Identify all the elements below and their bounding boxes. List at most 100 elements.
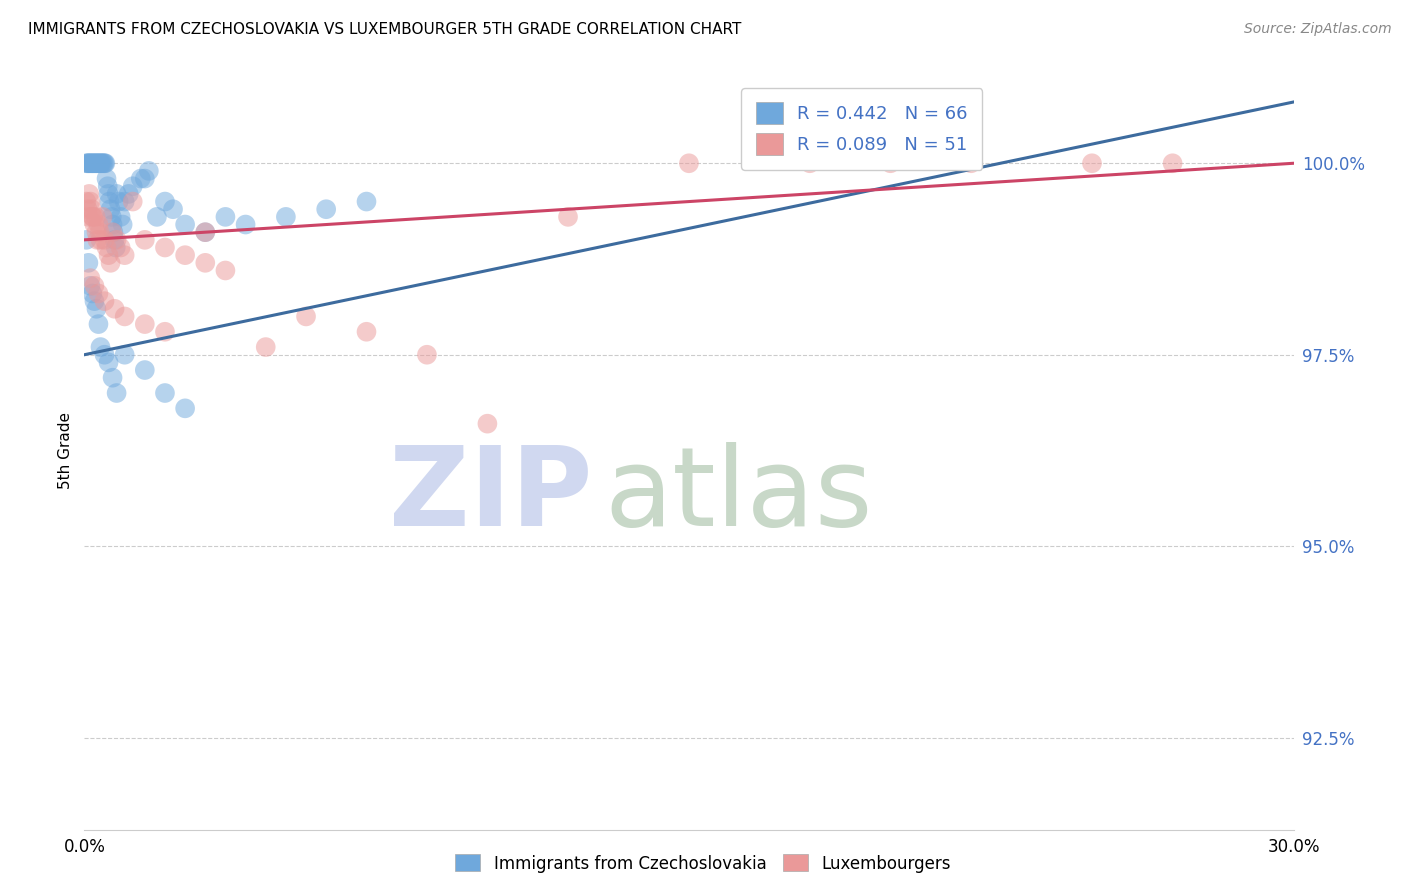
Point [194, 225, 217, 239]
Point [87, 218, 110, 232]
Point [107, 194, 129, 209]
Point [114, 248, 136, 262]
Point [194, 225, 217, 239]
Point [105, 386, 128, 401]
Legend: Immigrants from Czechoslovakia, Luxembourgers: Immigrants from Czechoslovakia, Luxembou… [449, 847, 957, 880]
Point [89, 156, 111, 170]
Point [110, 210, 132, 224]
Point [93, 156, 115, 170]
Point [104, 233, 127, 247]
Point [79, 156, 101, 170]
Point [274, 210, 297, 224]
Point [356, 194, 378, 209]
Point [79, 194, 101, 209]
Point [104, 301, 127, 316]
Point [83, 156, 105, 170]
Point [174, 248, 197, 262]
Point [75, 233, 97, 247]
Point [97, 355, 120, 369]
Point [134, 363, 156, 377]
Text: ZIP: ZIP [389, 442, 592, 549]
Point [153, 386, 176, 401]
Point [114, 348, 136, 362]
Point [1081, 156, 1104, 170]
Point [83, 278, 105, 293]
Point [254, 340, 277, 354]
Point [89, 233, 111, 247]
Point [960, 156, 983, 170]
Point [89, 340, 111, 354]
Point [97, 248, 120, 262]
Point [214, 263, 236, 277]
Point [153, 325, 176, 339]
Point [101, 218, 124, 232]
Point [114, 194, 136, 209]
Point [134, 171, 156, 186]
Point [105, 233, 128, 247]
Point [77, 256, 100, 270]
Point [315, 202, 337, 217]
Point [82, 156, 104, 170]
Point [96, 171, 118, 186]
Point [153, 194, 176, 209]
Point [100, 202, 122, 217]
Point [799, 156, 821, 170]
Point [82, 210, 104, 224]
Point [82, 286, 104, 301]
Point [75, 156, 97, 170]
Point [103, 225, 125, 239]
Point [146, 210, 169, 224]
Point [77, 186, 100, 201]
Point [111, 218, 134, 232]
Text: atlas: atlas [605, 442, 873, 549]
Point [86, 225, 108, 239]
Point [86, 301, 108, 316]
Point [87, 317, 110, 331]
Point [104, 240, 127, 254]
Point [83, 218, 105, 232]
Point [416, 348, 439, 362]
Point [77, 156, 100, 170]
Point [129, 171, 152, 186]
Point [87, 286, 110, 301]
Point [118, 186, 141, 201]
Point [101, 370, 124, 384]
Point [121, 194, 143, 209]
Point [93, 294, 115, 309]
Point [174, 218, 197, 232]
Point [134, 233, 156, 247]
Point [97, 179, 120, 194]
Point [557, 210, 579, 224]
Point [93, 233, 115, 247]
Point [214, 210, 236, 224]
Point [134, 317, 156, 331]
Point [84, 156, 107, 170]
Point [295, 310, 318, 324]
Point [114, 310, 136, 324]
Point [77, 156, 100, 170]
Text: IMMIGRANTS FROM CZECHOSLOVAKIA VS LUXEMBOURGER 5TH GRADE CORRELATION CHART: IMMIGRANTS FROM CZECHOSLOVAKIA VS LUXEMB… [28, 22, 741, 37]
Point [77, 210, 100, 224]
Point [82, 156, 104, 170]
Point [87, 156, 110, 170]
Y-axis label: 5th Grade: 5th Grade [58, 412, 73, 489]
Point [105, 186, 128, 201]
Point [110, 240, 132, 254]
Point [162, 202, 184, 217]
Point [235, 218, 257, 232]
Point [98, 194, 121, 209]
Point [93, 156, 115, 170]
Text: Source: ZipAtlas.com: Source: ZipAtlas.com [1244, 22, 1392, 37]
Point [91, 156, 114, 170]
Legend: R = 0.442   N = 66, R = 0.089   N = 51: R = 0.442 N = 66, R = 0.089 N = 51 [741, 88, 983, 170]
Point [96, 240, 118, 254]
Point [97, 186, 120, 201]
Point [90, 156, 112, 170]
Point [89, 156, 111, 170]
Point [76, 156, 98, 170]
Point [153, 240, 176, 254]
Point [80, 156, 103, 170]
Point [91, 210, 114, 224]
Point [100, 256, 122, 270]
Point [477, 417, 499, 431]
